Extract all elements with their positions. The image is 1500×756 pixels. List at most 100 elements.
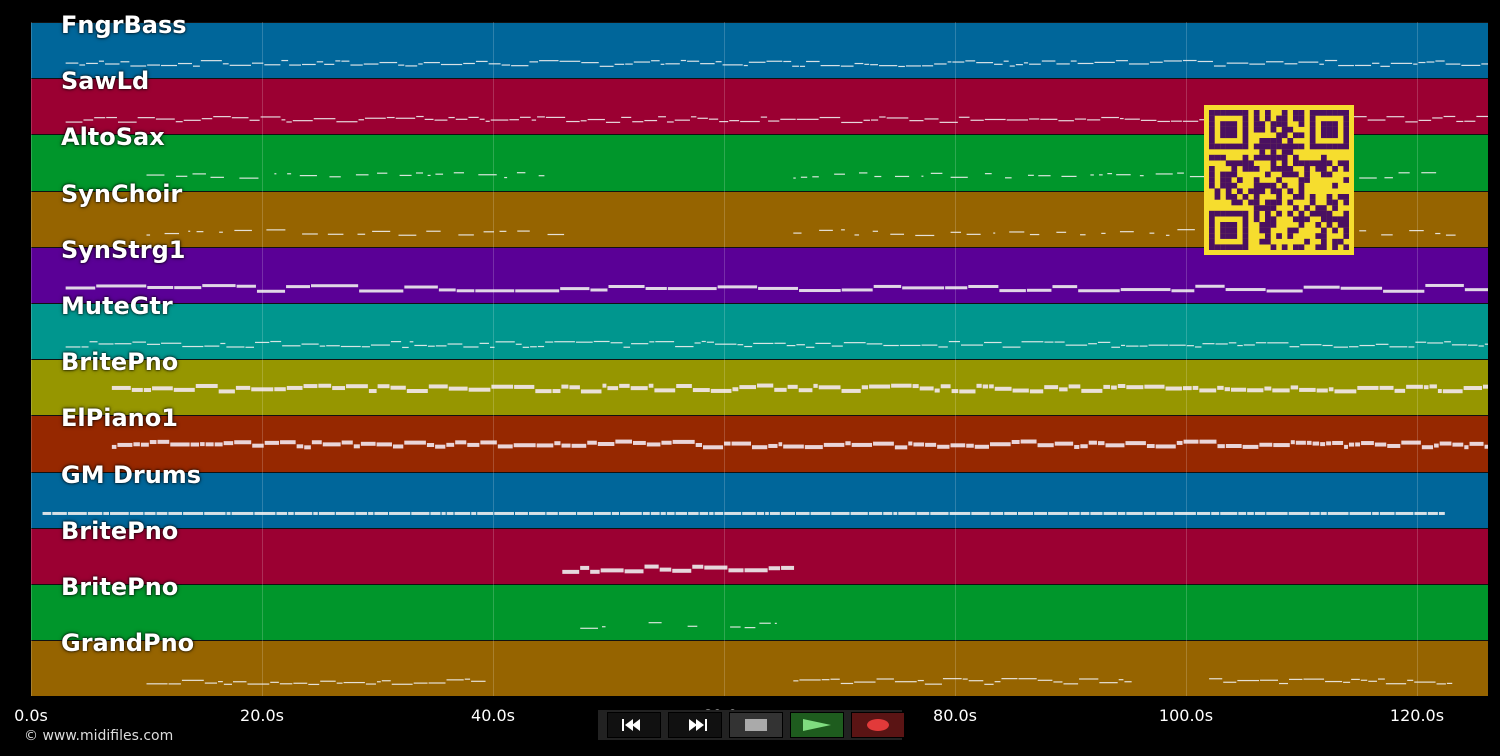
note (821, 679, 830, 681)
note (195, 384, 218, 389)
track-7[interactable]: BritePno (31, 348, 1488, 416)
track-5[interactable]: SynStrg1 (31, 236, 1488, 303)
note (313, 511, 318, 515)
note (455, 440, 467, 445)
note (1247, 511, 1254, 515)
note (1267, 342, 1289, 344)
note (1077, 62, 1094, 65)
note (311, 284, 359, 288)
note (864, 63, 870, 65)
note (341, 440, 353, 445)
note (710, 389, 732, 394)
note (293, 682, 308, 685)
note (990, 511, 1004, 515)
note (554, 441, 561, 446)
note (798, 388, 813, 393)
note (222, 63, 229, 65)
note (863, 119, 870, 122)
note (489, 346, 495, 348)
note (552, 389, 561, 394)
note (1044, 341, 1054, 343)
note (1103, 511, 1117, 515)
note (974, 445, 989, 450)
note (580, 627, 598, 629)
note (286, 121, 292, 123)
stop-button[interactable] (729, 712, 783, 738)
track-area: FngrBass SawLd AltoSax SynChoir SynStrg1 Mute… (31, 11, 1488, 697)
note (758, 286, 799, 290)
note (571, 444, 587, 449)
note (815, 342, 831, 344)
qr-code[interactable] (1204, 105, 1354, 255)
record-icon (865, 717, 891, 733)
note (625, 63, 633, 65)
note (1017, 511, 1034, 515)
note (52, 511, 67, 515)
note (851, 443, 873, 448)
note (939, 121, 958, 124)
note (1409, 229, 1424, 231)
note (110, 511, 129, 515)
note (1423, 385, 1429, 390)
note (1349, 346, 1359, 348)
note (1165, 234, 1170, 236)
note (282, 345, 301, 347)
note (760, 116, 768, 118)
note (841, 389, 861, 394)
note (894, 176, 910, 178)
note (751, 445, 768, 450)
note (311, 440, 322, 445)
track-11[interactable]: BritePno (31, 573, 1488, 641)
note (202, 283, 236, 287)
note (1027, 175, 1034, 177)
note (646, 442, 661, 447)
rewind-button[interactable] (607, 712, 661, 738)
note (399, 175, 412, 177)
note (65, 62, 79, 64)
note (547, 233, 565, 235)
note (1220, 511, 1238, 515)
note (381, 680, 391, 682)
time-tick-label: 40.0s (471, 706, 515, 725)
track-6[interactable]: MuteGtr (31, 292, 1488, 360)
note (414, 344, 427, 347)
note (699, 511, 709, 515)
note (411, 511, 430, 515)
note (793, 177, 796, 180)
note (1386, 116, 1405, 118)
note (146, 343, 161, 345)
track-1[interactable]: FngrBass (31, 11, 1488, 79)
note (1065, 344, 1088, 346)
note (455, 118, 468, 121)
note (1295, 441, 1306, 446)
note (1217, 386, 1224, 391)
note (1157, 121, 1170, 123)
note (519, 116, 531, 119)
note (1053, 681, 1063, 683)
note (876, 678, 894, 680)
note (945, 286, 968, 290)
note (768, 120, 780, 122)
note (1111, 385, 1117, 390)
fast-forward-button[interactable] (668, 712, 722, 738)
note (1389, 346, 1408, 348)
record-button[interactable] (851, 712, 905, 738)
note (1288, 511, 1310, 515)
note (1087, 119, 1101, 121)
note (1012, 388, 1029, 393)
play-button[interactable] (790, 712, 844, 738)
note (288, 511, 294, 515)
track-12[interactable]: GrandPno (31, 629, 1488, 697)
note (376, 442, 392, 447)
note (1326, 441, 1332, 446)
grid-line (31, 22, 32, 696)
track-9[interactable]: GM Drums (31, 461, 1488, 528)
note (1163, 60, 1182, 62)
grid-line (724, 22, 725, 696)
note (1097, 341, 1111, 343)
note (655, 341, 675, 343)
note (157, 440, 170, 445)
track-10[interactable]: BritePno (31, 517, 1488, 584)
track-8[interactable]: ElPiano1 (31, 404, 1488, 472)
note (819, 117, 841, 119)
